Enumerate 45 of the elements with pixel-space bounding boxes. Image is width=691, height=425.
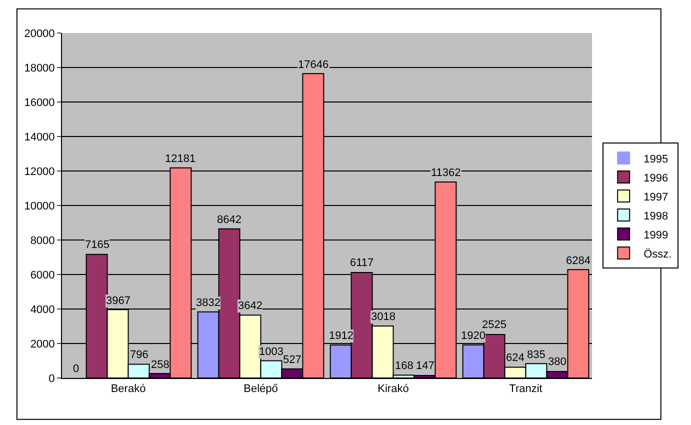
data-label: 3832 xyxy=(196,297,220,309)
data-label: 835 xyxy=(527,349,546,361)
x-tick-label: Kirakó xyxy=(378,383,409,396)
data-label: 527 xyxy=(283,354,302,366)
x-tick-label: Tranzit xyxy=(509,383,542,396)
data-label: 6284 xyxy=(566,255,590,267)
data-label: 11362 xyxy=(431,167,461,179)
legend-label: 1995 xyxy=(644,153,668,166)
y-tick-label: 2000 xyxy=(30,338,55,350)
y-tick-label: 8000 xyxy=(30,234,55,247)
legend-label: 1999 xyxy=(644,229,668,242)
data-label: 3642 xyxy=(238,300,262,312)
x-tick-label: Berakó xyxy=(110,383,146,396)
data-label: 3018 xyxy=(371,311,396,323)
data-label: 1912 xyxy=(329,330,354,342)
y-tick-label: 20000 xyxy=(24,28,55,40)
data-label: 1003 xyxy=(259,346,284,358)
legend-label: 1997 xyxy=(644,191,668,204)
y-tick-label: 4000 xyxy=(30,304,55,316)
y-tick-label: 18000 xyxy=(24,62,55,74)
legend-label: 1998 xyxy=(644,210,668,222)
y-tick-label: 14000 xyxy=(24,131,55,144)
legend-label: Össz. xyxy=(644,247,672,260)
y-tick-label: 16000 xyxy=(24,96,55,109)
legend-label: 1996 xyxy=(644,172,668,184)
data-label: 168 xyxy=(395,360,414,372)
data-label: 2525 xyxy=(482,319,506,331)
data-label: 0 xyxy=(73,363,80,375)
data-label: 147 xyxy=(416,360,434,372)
data-label: 380 xyxy=(548,356,566,368)
y-tick-label: 6000 xyxy=(30,269,55,282)
x-tick-label: Belépő xyxy=(244,383,278,396)
data-label: 17646 xyxy=(298,59,329,71)
y-tick-label: 10000 xyxy=(24,200,55,212)
data-label: 6117 xyxy=(350,257,374,269)
data-label: 1920 xyxy=(461,330,486,342)
data-label: 7165 xyxy=(85,239,110,251)
y-tick-label: 12000 xyxy=(24,166,55,178)
data-label: 796 xyxy=(130,349,148,361)
y-tick-label: 0 xyxy=(48,372,55,385)
data-label: 8642 xyxy=(217,214,242,226)
data-label: 258 xyxy=(151,359,170,371)
data-label: 12181 xyxy=(165,153,196,165)
data-label: 3967 xyxy=(106,295,130,307)
data-label: 624 xyxy=(506,352,524,364)
